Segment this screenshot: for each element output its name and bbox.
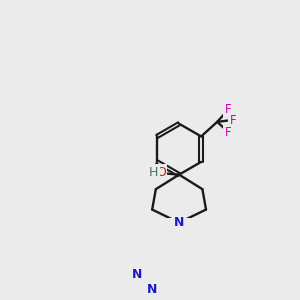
Text: F: F	[230, 114, 236, 127]
Text: F: F	[225, 126, 231, 139]
Text: N: N	[132, 268, 142, 281]
Text: H: H	[149, 166, 158, 179]
Text: N: N	[147, 283, 158, 296]
Text: F: F	[225, 103, 231, 116]
Text: N: N	[174, 216, 184, 229]
Text: O: O	[156, 166, 166, 179]
